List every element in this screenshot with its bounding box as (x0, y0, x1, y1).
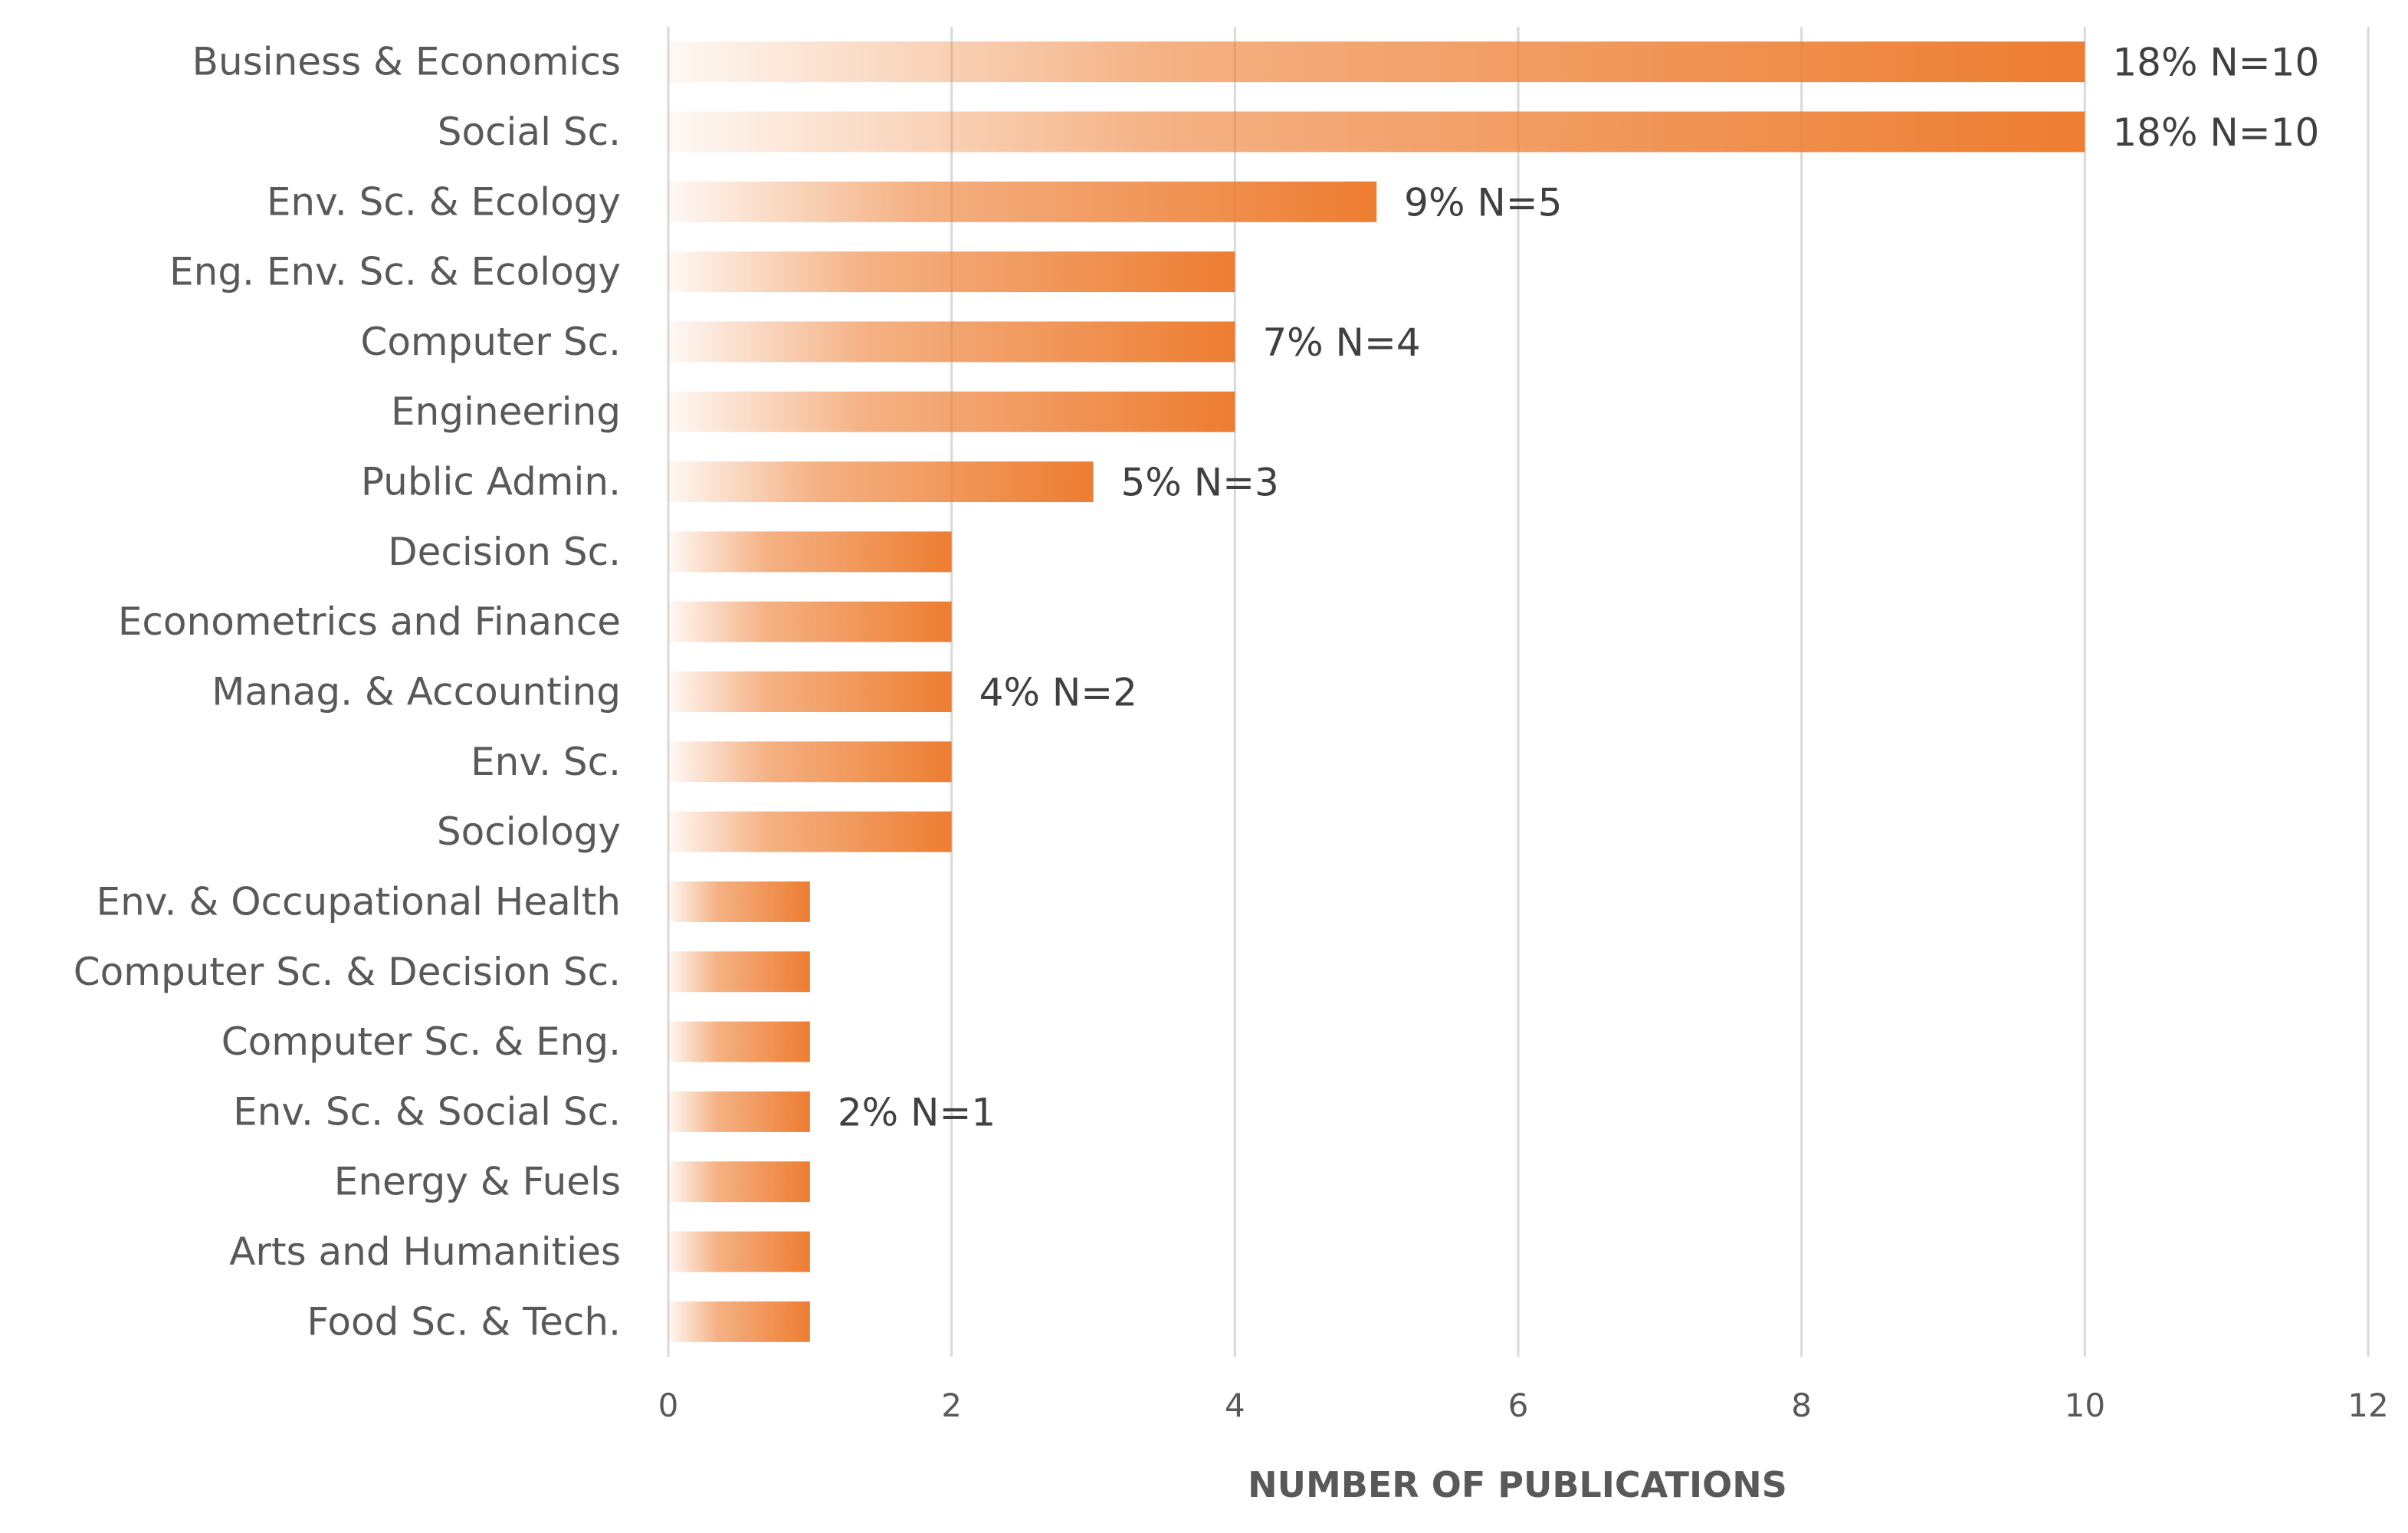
bar (668, 811, 952, 852)
data-label: 18% N=10 (2112, 110, 2319, 155)
bar (668, 741, 952, 783)
bar (668, 531, 952, 573)
data-label: 5% N=3 (1121, 461, 1279, 505)
x-tick-label: 12 (2347, 1387, 2388, 1424)
bar (668, 671, 952, 712)
x-tick-label: 10 (2065, 1387, 2105, 1424)
bar (668, 881, 810, 922)
bar (668, 1231, 810, 1272)
bar (668, 41, 2085, 83)
category-label: Arts and Humanities (229, 1229, 621, 1274)
category-label: Env. Sc. & Social Sc. (233, 1089, 621, 1134)
bar (668, 1161, 810, 1203)
category-labels: Business & Economics Social Sc. Env. Sc. &… (74, 40, 621, 1344)
category-label: Env. Sc. & Ecology (267, 179, 621, 224)
category-label: Decision Sc. (388, 530, 621, 574)
x-tick-label: 4 (1225, 1387, 1245, 1424)
data-label: 7% N=4 (1262, 320, 1420, 365)
bar (668, 951, 810, 993)
bar (668, 391, 1235, 432)
bar (668, 601, 952, 642)
data-labels: 18% N=10 18% N=10 9% N=5 7% N=4 5% N=3 4% N=2… (838, 41, 2319, 1135)
category-label: Manag. & Accounting (212, 670, 621, 714)
x-tick-label: 2 (941, 1387, 962, 1424)
category-label: Computer Sc. & Decision Sc. (74, 950, 621, 994)
data-label: 4% N=2 (979, 671, 1137, 715)
category-label: Public Admin. (361, 460, 621, 504)
category-label: Sociology (437, 809, 621, 854)
data-label: 18% N=10 (2112, 41, 2319, 85)
x-axis-title: NUMBER OF PUBLICATIONS (1248, 1464, 1787, 1505)
category-label: Business & Economics (192, 40, 621, 84)
category-label: Computer Sc. & Eng. (221, 1019, 621, 1064)
x-tick-label: 8 (1791, 1387, 1812, 1424)
bar (668, 251, 1235, 293)
category-label: Computer Sc. (360, 320, 621, 364)
category-label: Engineering (391, 389, 621, 434)
bar (668, 1091, 810, 1132)
x-tick-label: 0 (658, 1387, 679, 1424)
category-label: Energy & Fuels (334, 1160, 621, 1204)
category-label: Eng. Env. Sc. & Ecology (169, 250, 621, 294)
category-label: Food Sc. & Tech. (307, 1299, 621, 1344)
bar (668, 321, 1235, 363)
category-label: Social Sc. (438, 110, 621, 154)
bars (668, 41, 2085, 1342)
data-label: 9% N=5 (1404, 180, 1562, 225)
category-label: Env. Sc. (471, 740, 621, 784)
x-tick-labels: 0 2 4 6 8 10 12 (658, 1387, 2389, 1424)
bar (668, 461, 1094, 503)
bar (668, 111, 2085, 153)
data-label: 2% N=1 (838, 1090, 996, 1134)
category-label: Env. & Occupational Health (97, 879, 621, 924)
gridlines (667, 27, 2370, 1357)
bar (668, 181, 1377, 222)
category-label: Econometrics and Finance (118, 599, 621, 644)
bar (668, 1021, 810, 1062)
x-tick-label: 6 (1508, 1387, 1529, 1424)
bar (668, 1301, 810, 1342)
